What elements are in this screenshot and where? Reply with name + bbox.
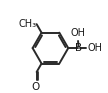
- Text: O: O: [32, 82, 40, 92]
- Text: OH: OH: [87, 43, 102, 53]
- Text: OH: OH: [71, 28, 86, 38]
- Text: B: B: [75, 43, 82, 53]
- Text: CH₃: CH₃: [18, 19, 36, 29]
